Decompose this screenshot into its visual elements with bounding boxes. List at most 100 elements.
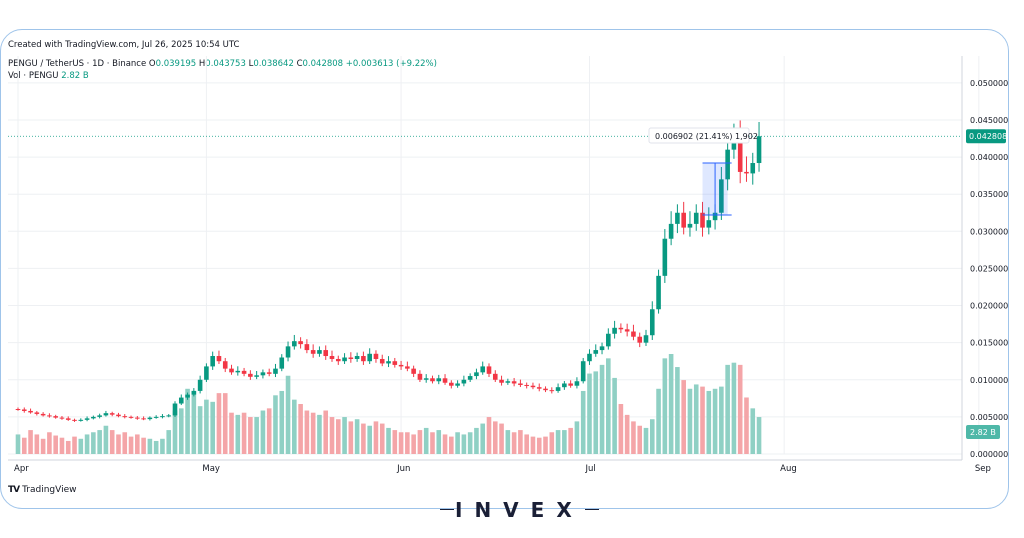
volume-bar [185, 388, 190, 454]
candle-body [34, 412, 40, 414]
candle-body [135, 417, 140, 419]
candle-body [122, 416, 128, 418]
volume-bar [292, 399, 297, 454]
candle-body [141, 418, 146, 420]
candle-body [342, 357, 347, 362]
candle-body [40, 413, 46, 416]
volume-bar [580, 390, 586, 454]
candle-body [562, 383, 567, 388]
volume-bar [84, 434, 90, 454]
ohlc-legend: PENGU / TetherUS · 1D · Binance O0.03919… [8, 59, 437, 69]
candle-body [499, 379, 504, 383]
volume-bar [593, 371, 599, 454]
volume-bar [235, 414, 241, 454]
volume-bar [78, 438, 84, 454]
change-value: +0.003613 (+9.22%) [345, 59, 437, 69]
volume-bar [662, 358, 668, 454]
volume-bar [166, 430, 172, 454]
volume-bar [562, 430, 567, 454]
candle-body [618, 327, 624, 330]
candle-body [398, 364, 404, 367]
open-value: 0.039195 [155, 59, 197, 69]
volume-bar [273, 395, 278, 454]
volume-bar [373, 421, 379, 454]
candle-body [461, 379, 467, 384]
candle-body [606, 333, 611, 347]
volume-bar [499, 423, 504, 454]
volume-bar [737, 364, 743, 454]
volume-bar [59, 437, 65, 454]
volume-bar [756, 417, 762, 454]
volume-bar [248, 417, 253, 454]
volume-bar [216, 393, 222, 454]
volume-bar [725, 364, 730, 454]
candle-body [298, 341, 303, 345]
candle-body [235, 370, 241, 373]
candle-body [72, 419, 77, 421]
volume-bar [693, 384, 699, 454]
candle-body [744, 171, 749, 174]
volume-bar [436, 430, 442, 454]
candle-body [386, 361, 391, 364]
candle-body [361, 356, 366, 362]
candle-body [756, 136, 762, 164]
volume-bar [631, 421, 636, 454]
candle-body [103, 413, 109, 416]
volume-bar [530, 436, 536, 454]
candle-body [480, 366, 486, 373]
candle-body [643, 335, 649, 343]
candle-body [241, 370, 247, 374]
volume-bar [411, 434, 416, 454]
candle-body [637, 336, 643, 343]
volume-bar [210, 401, 215, 454]
candle-body [750, 163, 756, 174]
volume-label: Vol · PENGU [8, 71, 59, 81]
candle-body [543, 388, 548, 391]
candle-body [172, 403, 178, 416]
candle-body [612, 327, 617, 334]
candle-body [687, 223, 693, 228]
candle-body [668, 223, 674, 239]
y-tick-label: 0.020000 [970, 302, 1008, 311]
candle-body [599, 346, 605, 351]
y-tick-label: 0.000000 [970, 450, 1008, 459]
high-label: H [198, 59, 206, 69]
volume-bar [204, 399, 209, 454]
candle-body [216, 356, 222, 362]
volume-bar [492, 421, 498, 454]
candle-body [549, 390, 555, 392]
volume-bar [423, 427, 429, 454]
candle-body [467, 376, 473, 380]
volume-bar [335, 419, 341, 454]
candle-body [191, 390, 197, 395]
candle-body [492, 373, 498, 380]
candle-body [624, 329, 630, 332]
y-tick-label: 0.040000 [970, 153, 1008, 162]
candle-body [392, 361, 398, 365]
volume-bar [637, 425, 643, 454]
candle-body [700, 212, 705, 228]
y-tick-label: 0.010000 [970, 376, 1008, 385]
volume-bar [700, 386, 705, 454]
volume-bar [128, 436, 134, 454]
candle-body [279, 357, 285, 369]
candle-body [430, 378, 435, 382]
measure-label-box [648, 127, 750, 144]
volume-bar [348, 421, 354, 454]
volume-bar [65, 440, 71, 454]
volume-bar [612, 377, 617, 454]
x-tick-label: May [202, 464, 220, 474]
volume-bar [442, 434, 448, 454]
volume-bar [536, 437, 542, 454]
candle-body [222, 361, 228, 369]
candle-body [367, 353, 372, 362]
volume-bar [430, 432, 435, 454]
volume-bar [109, 430, 115, 454]
low-value: 0.038642 [253, 59, 294, 69]
volume-bar [367, 425, 372, 454]
candle-body [310, 350, 316, 354]
candle-body [436, 378, 442, 382]
candle-body [229, 368, 234, 373]
volume-bar [417, 430, 423, 454]
